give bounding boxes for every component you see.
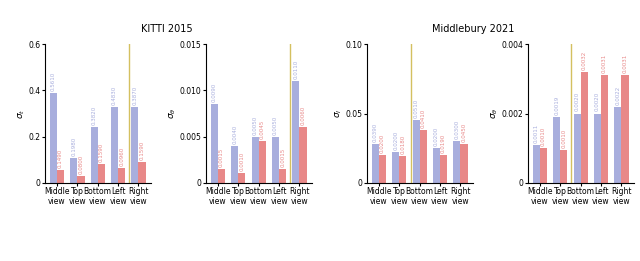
Text: 0.0022: 0.0022: [615, 85, 620, 105]
Bar: [532, 145, 540, 183]
Bar: [594, 114, 601, 183]
Text: 0.0300: 0.0300: [454, 120, 460, 139]
Text: 0.0050: 0.0050: [253, 115, 258, 134]
Bar: [601, 75, 608, 183]
Bar: [420, 130, 427, 183]
Text: 0.0450: 0.0450: [461, 123, 467, 142]
Bar: [91, 127, 98, 183]
Text: 0.0200: 0.0200: [434, 127, 439, 146]
Text: 0.0045: 0.0045: [260, 120, 265, 139]
Text: 0.0050: 0.0050: [273, 115, 278, 134]
Bar: [300, 127, 307, 183]
Bar: [98, 164, 105, 183]
Bar: [231, 146, 238, 183]
Text: 0.0019: 0.0019: [554, 96, 559, 115]
Bar: [392, 152, 399, 183]
Bar: [453, 141, 460, 183]
Text: 0.0010: 0.0010: [541, 127, 546, 146]
Bar: [138, 162, 146, 183]
Y-axis label: $\sigma_l$: $\sigma_l$: [333, 109, 344, 118]
Text: 0.0015: 0.0015: [280, 147, 285, 167]
Text: 0.1980: 0.1980: [71, 137, 76, 156]
Bar: [279, 169, 286, 183]
Bar: [252, 137, 259, 183]
Bar: [259, 141, 266, 183]
Text: 0.0060: 0.0060: [301, 106, 305, 125]
Text: 0.0200: 0.0200: [393, 131, 398, 150]
Text: 0.4830: 0.4830: [112, 85, 117, 105]
Text: 0.0010: 0.0010: [561, 128, 566, 148]
Bar: [560, 150, 568, 183]
Text: 0.0020: 0.0020: [595, 92, 600, 111]
Text: 0.1590: 0.1590: [99, 143, 104, 162]
Bar: [70, 158, 77, 183]
Bar: [573, 114, 580, 183]
Bar: [211, 104, 218, 183]
Y-axis label: $\sigma_{\theta}$: $\sigma_{\theta}$: [168, 108, 179, 119]
Bar: [580, 72, 588, 183]
Bar: [413, 121, 420, 183]
Text: 0.3870: 0.3870: [132, 85, 138, 105]
Text: 0.5610: 0.5610: [51, 72, 56, 91]
Text: 0.0110: 0.0110: [293, 60, 298, 79]
Text: 0.0390: 0.0390: [373, 123, 378, 142]
Text: 0.0010: 0.0010: [239, 152, 244, 171]
Bar: [118, 168, 125, 183]
Text: Middlebury 2021: Middlebury 2021: [433, 24, 515, 34]
Y-axis label: $\sigma_t$: $\sigma_t$: [17, 108, 27, 119]
Bar: [460, 144, 468, 183]
Text: 0.0015: 0.0015: [219, 147, 224, 167]
Bar: [77, 176, 84, 183]
Bar: [131, 106, 138, 183]
Text: 0.0960: 0.0960: [119, 146, 124, 166]
Bar: [433, 148, 440, 183]
Bar: [218, 169, 225, 183]
Bar: [292, 81, 300, 183]
Bar: [57, 170, 64, 183]
Text: 0.0040: 0.0040: [232, 124, 237, 144]
Text: 0.0032: 0.0032: [582, 51, 587, 70]
Bar: [50, 93, 57, 183]
Text: 0.0410: 0.0410: [420, 109, 426, 128]
Bar: [621, 75, 628, 183]
Bar: [440, 155, 447, 183]
Y-axis label: $\sigma_{\theta}$: $\sigma_{\theta}$: [490, 108, 500, 119]
Text: 0.0020: 0.0020: [575, 92, 580, 111]
Text: 0.0800: 0.0800: [79, 155, 83, 174]
Text: 0.0031: 0.0031: [623, 54, 627, 73]
Bar: [399, 156, 406, 183]
Bar: [272, 137, 279, 183]
Text: 0.3820: 0.3820: [92, 106, 97, 125]
Bar: [238, 174, 246, 183]
Text: 0.0190: 0.0190: [441, 134, 446, 153]
Text: 0.0031: 0.0031: [602, 54, 607, 73]
Text: 0.1490: 0.1490: [58, 149, 63, 168]
Text: 0.0200: 0.0200: [380, 134, 385, 153]
Text: KITTI 2015: KITTI 2015: [141, 24, 192, 34]
Text: 0.0011: 0.0011: [534, 123, 539, 143]
Text: 0.1590: 0.1590: [140, 141, 145, 160]
Text: 0.0180: 0.0180: [401, 135, 405, 154]
Bar: [614, 107, 621, 183]
Bar: [540, 148, 547, 183]
Bar: [379, 155, 386, 183]
Bar: [372, 144, 379, 183]
Text: 0.0090: 0.0090: [212, 83, 217, 102]
Bar: [111, 106, 118, 183]
Bar: [553, 117, 560, 183]
Text: 0.0510: 0.0510: [413, 99, 419, 118]
